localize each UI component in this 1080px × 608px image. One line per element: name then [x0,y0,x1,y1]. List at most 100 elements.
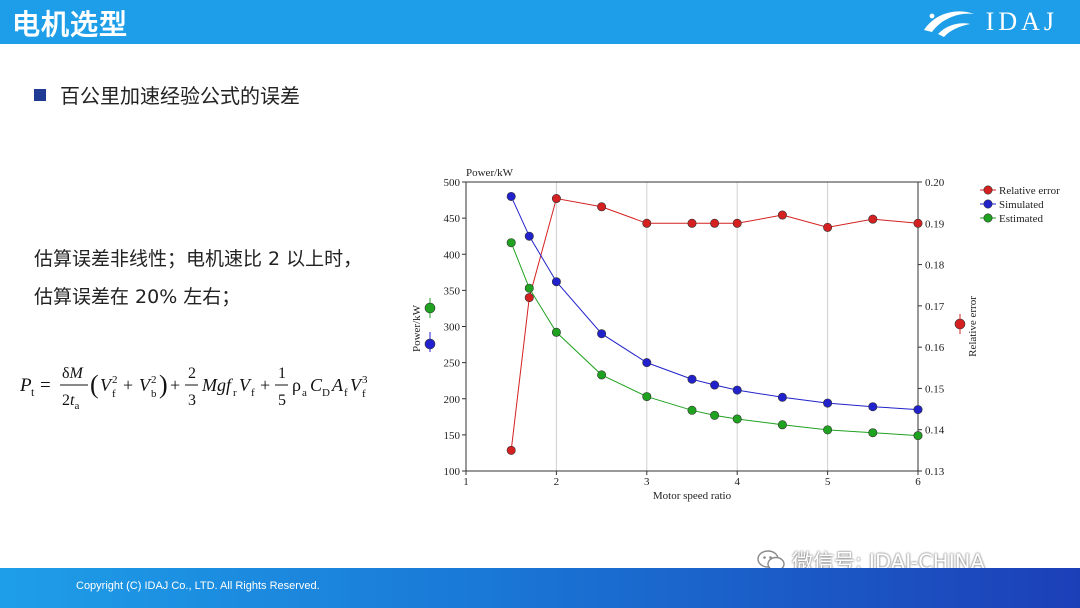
slide-title: 电机选型 [12,8,129,41]
simulated-point [597,329,607,339]
estimated-point [524,283,534,293]
estimated-point [868,428,878,438]
y-axis-simulated-marker [424,338,436,350]
svg-text:+: + [260,375,270,395]
x-tick-label: 6 [915,476,921,488]
slide-header: 电机选型 IDAJ [0,0,1080,44]
svg-text:(: ( [90,370,99,399]
simulated-point [642,358,652,368]
estimated-point [823,425,833,435]
svg-text:ρ: ρ [292,375,301,395]
svg-text:C: C [310,375,323,395]
simulated-point [868,402,878,412]
simulated-point [710,380,720,390]
svg-text:V: V [139,375,152,395]
relative-error-point [710,218,720,228]
svg-text:): ) [159,370,168,399]
estimated-point [732,414,742,424]
y-tick-label: 400 [444,249,461,261]
y-axis-top-label: Power/kW [466,167,514,179]
relative-error-point [777,210,787,220]
estimated-point [597,370,607,380]
y-tick-label: 150 [444,430,461,442]
svg-text:f: f [344,387,348,399]
y2-tick-label: 0.13 [925,466,945,478]
bullet-square-icon [34,88,46,101]
x-tick-label: 5 [825,476,831,488]
copyright-text: Copyright (C) IDAJ Co., LTD. All Rights … [76,580,320,592]
estimated-line [510,242,919,437]
description-text: 估算误差非线性；电机速比 2 以上时， 估算误差在 20% 左右； [34,240,362,316]
y-tick-label: 350 [444,285,461,297]
svg-text:2: 2 [151,374,157,386]
svg-text:5: 5 [278,392,286,409]
simulated-point [823,398,833,408]
y2-tick-label: 0.20 [925,177,945,189]
estimated-point [551,327,561,337]
svg-text:3: 3 [188,392,196,409]
y2-tick-label: 0.14 [925,425,945,437]
relative-error-point [551,194,561,204]
svg-text:V: V [350,375,363,395]
svg-text:3: 3 [362,374,368,386]
y-tick-label: 300 [444,322,461,334]
slide-footer: Copyright (C) IDAJ Co., LTD. All Rights … [0,568,1080,608]
svg-text:A: A [331,375,344,395]
simulated-point [732,385,742,395]
bullet-text: 百公里加速经验公式的误差 [60,84,300,108]
svg-text:V: V [100,375,113,395]
svg-text:+: + [170,375,180,395]
relative-error-point [524,293,534,303]
power-formula: P t = δM 2ta ( V 2 f + V 2 b ) + 2 3 Mgf… [19,365,368,412]
svg-text:δM: δM [62,365,85,382]
simulated-point [506,191,516,201]
y2-tick-label: 0.18 [925,260,945,272]
svg-text:Mgf: Mgf [201,375,234,395]
description-line-2: 估算误差在 20% 左右； [34,286,241,308]
relative-error-line [510,197,919,451]
estimated-point [687,405,697,415]
estimated-point [913,431,923,441]
svg-text:a: a [302,387,307,399]
svg-text:V: V [239,375,252,395]
simulated-point [687,374,697,384]
estimated-point [777,420,787,430]
svg-text:f: f [251,387,255,399]
svg-text:P: P [19,375,32,396]
y-axis-label: Power/kW [411,304,423,352]
x-tick-label: 1 [463,476,469,488]
legend-marker-relative-error [983,185,993,195]
simulated-point [913,405,923,415]
svg-text:+: + [123,375,133,395]
relative-error-point [506,445,516,455]
y2-tick-label: 0.15 [925,383,945,395]
svg-text:2: 2 [188,365,196,382]
y2-axis-label: Relative error [967,296,979,357]
legend-label-simulated: Simulated [999,199,1044,211]
estimated-point [710,410,720,420]
svg-text:b: b [151,388,157,400]
y-tick-label: 450 [444,213,461,225]
simulated-line [510,196,919,411]
relative-error-point [823,222,833,232]
power-chart: 1 2 3 4 5 6 100 150 200 250 300 350 400 450 500 0.13 0.1… [411,167,1060,502]
description-line-1: 估算误差非线性；电机速比 2 以上时， [34,248,363,270]
relative-error-point [687,218,697,228]
legend-marker-estimated [983,213,993,223]
svg-text:=: = [40,375,51,396]
estimated-point [506,238,516,248]
swoosh-logo-icon [923,11,974,37]
estimated-point [642,392,652,402]
logo-text: IDAJ [985,7,1058,36]
relative-error-point [642,218,652,228]
legend-marker-simulated [983,199,993,209]
y-tick-label: 500 [444,177,461,189]
y2-tick-label: 0.17 [925,301,945,313]
x-tick-label: 3 [644,476,650,488]
svg-text:2: 2 [112,374,118,386]
x-tick-label: 2 [554,476,560,488]
svg-text:1: 1 [278,365,286,382]
simulated-point [524,231,534,241]
svg-text:r: r [233,387,237,399]
y-tick-label: 100 [444,466,461,478]
